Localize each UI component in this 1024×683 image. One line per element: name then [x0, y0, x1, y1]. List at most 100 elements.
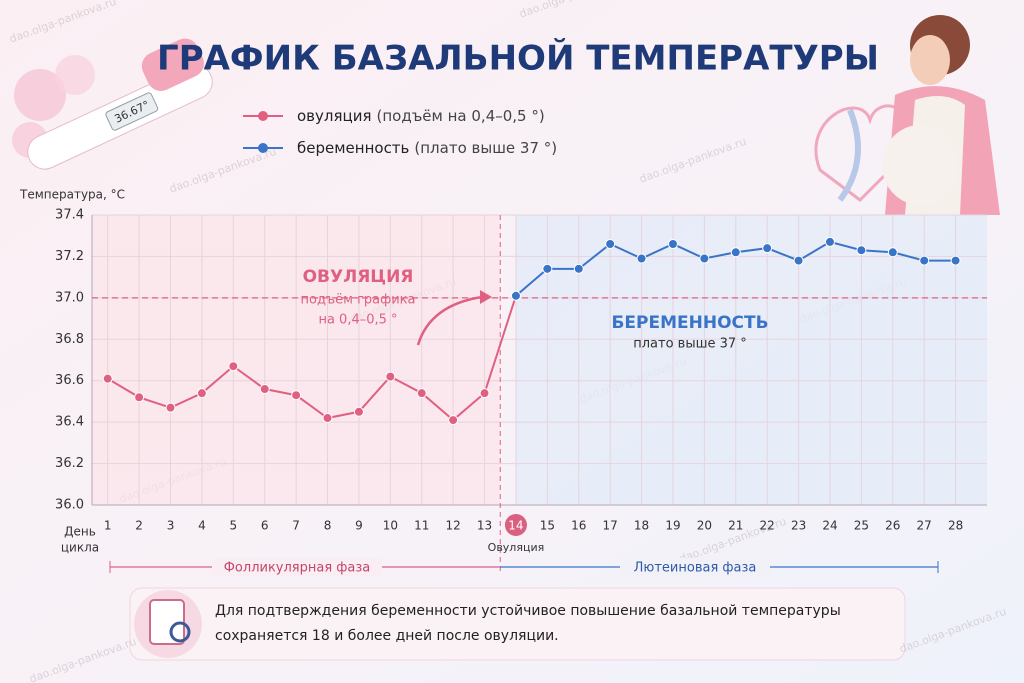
x-tick-label: 4 — [198, 519, 206, 533]
data-point — [919, 255, 930, 266]
data-point — [102, 373, 113, 384]
x-tick-label: 5 — [229, 519, 237, 533]
x-tick-label: 3 — [167, 519, 175, 533]
x-tick-label: 25 — [854, 519, 869, 533]
x-tick-label: 21 — [728, 519, 743, 533]
x-tick-label: 12 — [445, 519, 460, 533]
y-tick-label: 37.4 — [55, 208, 84, 223]
data-point — [353, 406, 364, 417]
data-point — [636, 253, 647, 264]
phase-label: Лютеиновая фаза — [634, 561, 757, 576]
x-tick-label: 6 — [261, 519, 269, 533]
phase-label: Фолликулярная фаза — [224, 561, 371, 576]
annotation: плато выше 37 ° — [633, 337, 747, 352]
x-tick-label: 17 — [603, 519, 618, 533]
x-axis-label: День — [64, 525, 96, 539]
y-axis-label: Температура, °C — [19, 188, 125, 202]
data-point — [448, 415, 459, 426]
data-point — [793, 255, 804, 266]
x-tick-label: 1 — [104, 519, 112, 533]
x-tick-label: 10 — [383, 519, 398, 533]
note-box — [129, 587, 906, 661]
phase-label-bg — [620, 558, 770, 576]
data-point — [730, 247, 741, 258]
legend-note: (плато выше 37 °) — [414, 139, 557, 157]
y-tick-label: 36.0 — [55, 498, 84, 513]
annotation-arrow — [480, 290, 492, 304]
legend-swatch — [258, 143, 268, 153]
annotation: ОВУЛЯЦИЯ — [303, 267, 414, 287]
x-tick-label: 19 — [665, 519, 680, 533]
x-tick-label: 28 — [948, 519, 963, 533]
legend: овуляция (подъём на 0,4–0,5 °) беременност… — [243, 107, 557, 157]
legend-name: овуляция — [297, 107, 372, 125]
data-point — [887, 247, 898, 258]
x-tick-label: 11 — [414, 519, 429, 533]
x-tick-label: 14 — [508, 519, 523, 533]
data-point — [824, 236, 835, 247]
legend-swatch — [258, 111, 268, 121]
x-axis-label: цикла — [61, 541, 99, 555]
data-point — [510, 290, 521, 301]
phase-label-bg — [212, 558, 382, 576]
annotation: на 0,4–0,5 ° — [318, 313, 397, 328]
data-point — [542, 263, 553, 274]
data-point — [228, 361, 239, 372]
x-tick-label: 16 — [571, 519, 586, 533]
thermometer-illustration: 36.67° — [12, 38, 213, 170]
data-point — [762, 243, 773, 254]
data-point — [134, 392, 145, 403]
data-point — [950, 255, 961, 266]
x-tick-label: 26 — [885, 519, 900, 533]
x-tick-label: 9 — [355, 519, 363, 533]
ovulation-label: Овуляция — [488, 541, 545, 554]
series-line — [107, 295, 517, 422]
x-tick-label: 27 — [917, 519, 932, 533]
legend-label: овуляция (подъём на 0,4–0,5 °) — [297, 107, 545, 125]
note-text: Для подтверждения беременности устойчиво… — [215, 603, 841, 619]
data-point — [856, 245, 867, 256]
note-icon — [149, 599, 185, 645]
data-point — [573, 263, 584, 274]
x-tick-label: 23 — [791, 519, 806, 533]
y-tick-label: 36.6 — [55, 373, 84, 388]
annotation: подъём графика — [301, 293, 416, 308]
x-tick-label: 7 — [292, 519, 300, 533]
x-tick-label: 13 — [477, 519, 492, 533]
x-tick-label: 24 — [822, 519, 837, 533]
data-point — [667, 239, 678, 249]
x-tick-label: 18 — [634, 519, 649, 533]
data-point — [385, 371, 396, 382]
x-tick-label: 2 — [135, 519, 143, 533]
data-point — [699, 253, 710, 264]
x-tick-label: 22 — [760, 519, 775, 533]
data-point — [416, 388, 427, 399]
legend-label: беременность (плато выше 37 °) — [297, 139, 557, 157]
y-tick-label: 36.8 — [55, 332, 84, 347]
legend-note: (подъём на 0,4–0,5 °) — [377, 107, 545, 125]
pregnant-woman-illustration — [814, 15, 1000, 215]
x-tick-label: 20 — [697, 519, 712, 533]
luteal-region — [515, 215, 987, 505]
x-tick-label: 15 — [540, 519, 555, 533]
y-tick-label: 36.2 — [55, 456, 84, 471]
legend-name: беременность — [297, 139, 409, 157]
data-point — [322, 413, 333, 423]
y-tick-label: 36.4 — [55, 415, 84, 430]
annotation-arrow — [416, 295, 483, 346]
data-point — [165, 402, 176, 413]
note-icon — [169, 621, 191, 643]
data-point — [291, 390, 302, 401]
data-point — [196, 388, 207, 399]
data-point — [259, 384, 270, 394]
y-tick-label: 37.2 — [55, 249, 84, 264]
note-text: сохраняется 18 и более дней после овуляц… — [215, 628, 559, 644]
chart-title: ГРАФИК БАЗАЛЬНОЙ ТЕМПЕРАТУРЫ — [157, 38, 879, 79]
data-point — [605, 239, 616, 249]
x-tick-label: 8 — [324, 519, 332, 533]
ovulation-day-marker — [504, 514, 527, 536]
y-tick-label: 37.0 — [55, 290, 84, 305]
annotation: БЕРЕМЕННОСТЬ — [611, 313, 768, 333]
